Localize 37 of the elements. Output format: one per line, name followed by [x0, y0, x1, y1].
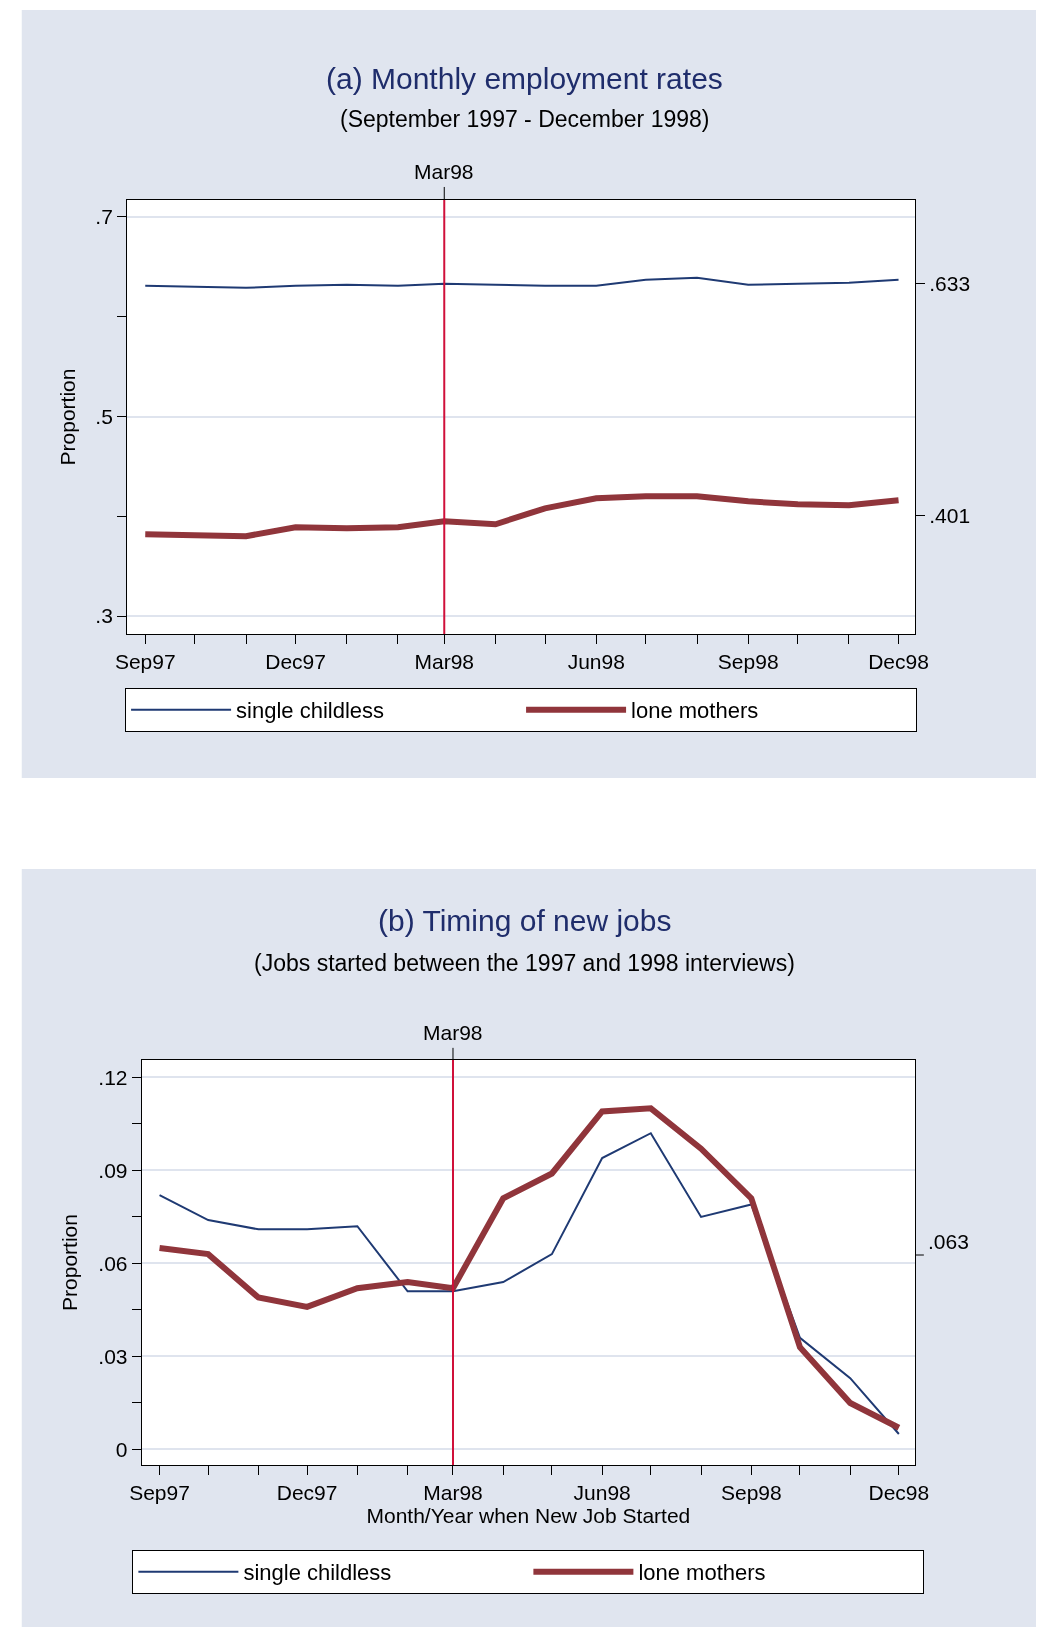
chart-subtitle: (Jobs started between the 1997 and 1998 interviews) [254, 950, 795, 976]
ref-line-label: Mar98 [414, 160, 474, 183]
chart-title: (a) Monthly employment rates [326, 62, 723, 95]
legend-label: lone mothers [631, 698, 759, 724]
y2-tick-label: .633 [929, 272, 971, 296]
legend-label: single childless [236, 698, 385, 724]
x-tick-label: Mar98 [414, 650, 475, 674]
chart-title: (b) Timing of new jobs [378, 904, 672, 937]
x-tick-label: Dec97 [276, 1481, 338, 1505]
text: .063 [928, 1230, 969, 1253]
y-tick-label: .7 [95, 205, 113, 229]
x-tick-label: Dec98 [868, 1481, 930, 1505]
x-tick-label: Jun98 [573, 1481, 631, 1505]
legend-label: lone mothers [638, 1560, 766, 1586]
y-tick-label: .03 [98, 1344, 128, 1368]
x-tick-label: Dec97 [265, 650, 326, 674]
x-tick-label: Sep98 [717, 650, 779, 674]
line-series [144, 276, 900, 289]
chart-subtitle: (September 1997 - December 1998) [340, 106, 710, 132]
y-axis-title: Proportion [55, 368, 79, 466]
x-tick-label: Sep97 [114, 650, 176, 674]
y-tick-label: .3 [95, 604, 113, 628]
x-tick-label: Dec98 [868, 650, 929, 674]
y-tick-label: 0 [115, 1437, 128, 1461]
ref-line-label: Mar98 [423, 1021, 483, 1044]
y-tick-label: .06 [98, 1251, 128, 1275]
x-tick-label: Mar98 [423, 1481, 483, 1505]
legend-label: single childless [243, 1560, 392, 1586]
y-tick-label: .09 [98, 1158, 128, 1182]
x-tick-label: Sep97 [129, 1481, 190, 1505]
x-axis-title: Month/Year when New Job Started [366, 1504, 691, 1528]
y-tick-label: .5 [95, 404, 113, 428]
x-tick-label: Jun98 [567, 650, 625, 674]
y-axis-title: Proportion [58, 1214, 82, 1311]
x-tick-label: Sep98 [720, 1481, 782, 1505]
y-tick-label: .12 [98, 1065, 128, 1089]
y2-tick-label: .401 [929, 503, 971, 527]
